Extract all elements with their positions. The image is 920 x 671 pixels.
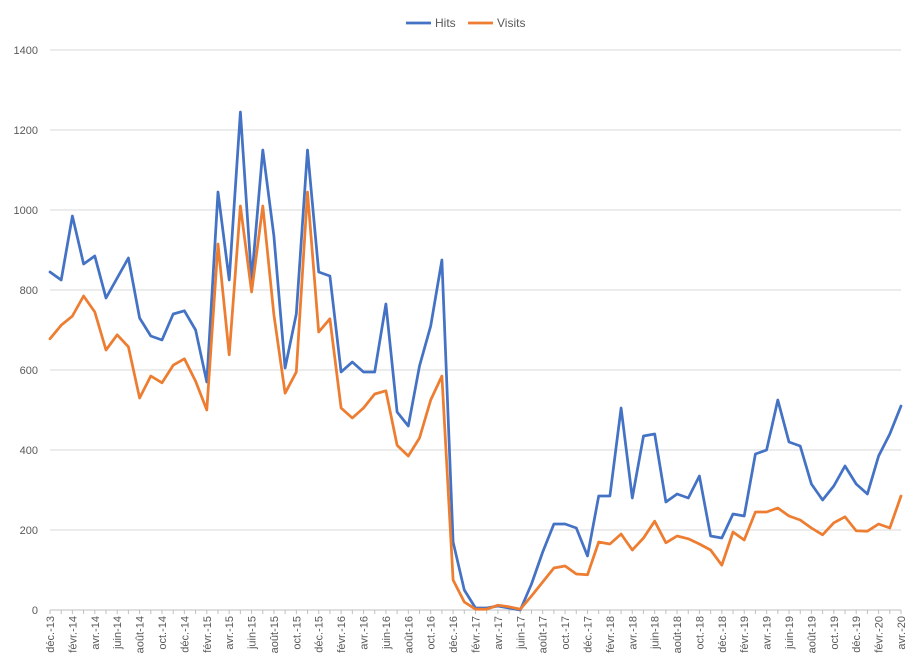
gridlines [50,49,901,531]
x-tick-label: juin-19 [784,616,796,650]
y-tick-label: 600 [20,365,38,377]
x-tick-label: déc.-18 [717,616,729,653]
x-tick-label: août-19 [806,616,818,653]
y-axis-ticks: 0 200 400 600 800 1000 1200 1400 [14,45,38,617]
x-tick-label: déc.-14 [179,616,191,653]
x-tick-label: oct.-19 [829,616,841,650]
series-lines [48,110,903,612]
x-tick-label: févr.-19 [739,616,751,653]
x-tick-label: août-18 [672,616,684,653]
x-tick-label: avr.-17 [493,616,505,650]
x-tick-label: févr.-14 [67,616,79,653]
x-tick-label: oct.-16 [426,616,438,650]
x-tick-label: août-14 [135,616,147,653]
x-tick-label: août-16 [403,616,415,653]
x-tick-label: déc.-13 [45,616,57,653]
x-tick-label: août-17 [538,616,550,653]
x-axis-ticks: déc.-13 févr.-14 avr.-14 juin-14 août-14 oct.… [45,610,908,653]
x-tick-label: oct.-17 [560,616,572,650]
x-tick-label: juin-15 [247,616,259,650]
y-tick-label: 1000 [14,205,38,217]
x-tick-label: févr.-17 [471,616,483,653]
y-tick-label: 800 [20,285,38,297]
y-tick-label: 1400 [14,45,38,57]
x-tick-label: avr.-15 [224,616,236,650]
legend: Hits Visits [406,16,525,30]
x-tick-label: juin-18 [650,616,662,650]
x-tick-label: avr.-19 [762,616,774,650]
x-tick-label: déc.-17 [582,616,594,653]
x-tick-label: févr.-15 [202,616,214,653]
series-line-visits [48,190,903,611]
x-tick-label: févr.-16 [336,616,348,653]
legend-label-hits: Hits [435,16,456,30]
x-tick-label: oct.-18 [694,616,706,650]
x-tick-label: déc.-15 [314,616,326,653]
y-tick-label: 0 [32,605,38,617]
x-tick-label: août-15 [269,616,281,653]
x-tick-label: juin-16 [381,616,393,650]
x-tick-label: févr.-20 [874,616,886,653]
x-tick-label: oct.-14 [157,616,169,650]
x-tick-label: oct.-15 [291,616,303,650]
x-tick-label: févr.-18 [605,616,617,653]
y-tick-label: 400 [20,445,38,457]
y-tick-label: 1200 [14,125,38,137]
x-tick-label: avr.-18 [627,616,639,650]
x-tick-label: avr.-14 [90,616,102,650]
series-line-hits [48,110,903,612]
x-tick-label: avr.-20 [896,616,908,650]
x-tick-label: déc.-19 [851,616,863,653]
x-tick-label: déc.-16 [448,616,460,653]
x-tick-label: juin-14 [112,616,124,650]
legend-label-visits: Visits [497,16,525,30]
x-tick-label: avr.-16 [359,616,371,650]
y-tick-label: 200 [20,525,38,537]
x-tick-label: juin-17 [515,616,527,650]
